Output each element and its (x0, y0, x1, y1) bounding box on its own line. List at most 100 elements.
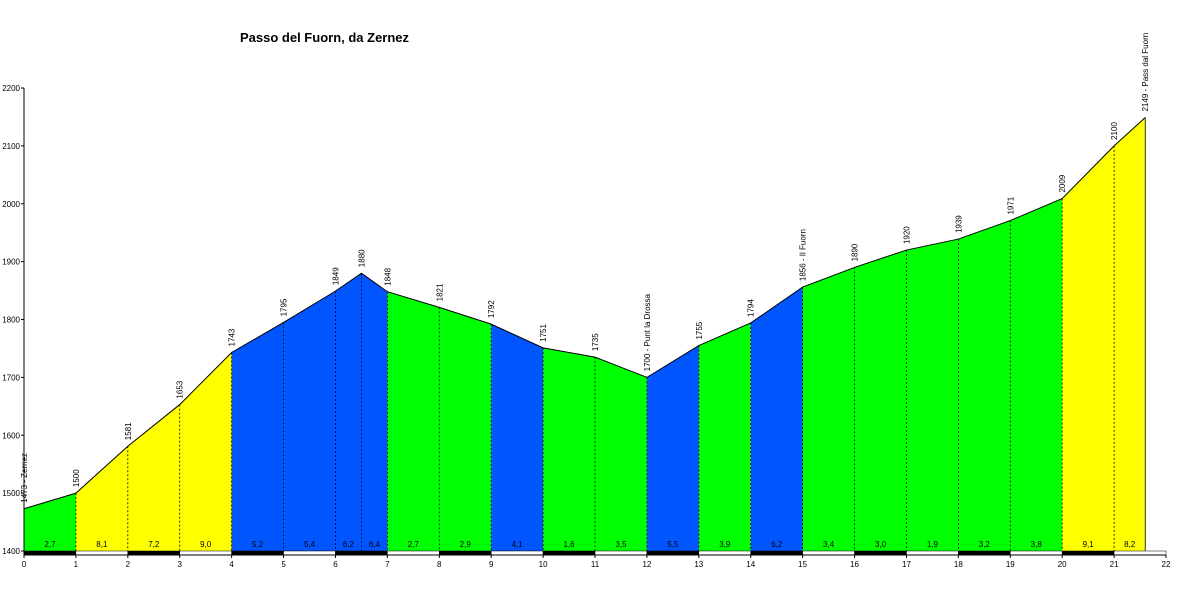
x-tick-label: 6 (333, 560, 338, 569)
gradient-label: 8,1 (96, 540, 108, 549)
segment-area (802, 267, 855, 551)
gradient-label: 5,4 (304, 540, 316, 549)
chart-title: Passo del Fuorn, da Zernez (240, 30, 410, 45)
elevation-label: 1653 (176, 380, 185, 398)
segment-area (1062, 145, 1115, 551)
elevation-label: 2009 (1058, 174, 1067, 192)
x-tick-label: 13 (694, 560, 703, 569)
elevation-label: 1849 (331, 267, 340, 285)
segment-area (179, 352, 232, 551)
km-bar-cell (283, 550, 336, 556)
elevation-label: 2149 - Pass dal Fuorn (1141, 33, 1150, 112)
km-bar-cell (906, 550, 959, 556)
gradient-label: 3,9 (719, 540, 731, 549)
gradient-label: 1,6 (563, 540, 575, 549)
km-scale-bar (23, 550, 1167, 556)
axes (21, 87, 1167, 558)
y-tick-label: 1400 (2, 547, 20, 556)
x-tick-label: 10 (539, 560, 548, 569)
elevation-label: 1473 - Zernez (20, 453, 29, 503)
km-bar-cell (335, 550, 388, 556)
gradient-label: 2,9 (460, 540, 472, 549)
x-tick-label: 3 (178, 560, 183, 569)
km-bar-cell (698, 550, 751, 556)
gradient-label: 9,0 (200, 540, 212, 549)
km-bar-cell (1113, 550, 1167, 556)
segment-area (750, 287, 803, 551)
y-tick-labels: 1400 1500 1600 1700 1800 1900 2000 2100 2200 (2, 84, 20, 556)
gradient-label: 3,2 (979, 540, 991, 549)
y-tick-label: 1900 (2, 258, 20, 267)
elevation-label: 1581 (124, 422, 133, 440)
elevation-labels: 1473 - Zernez 1500 1581 1653 1743 1795 1849 188… (20, 33, 1150, 503)
x-tick-label: 0 (22, 560, 27, 569)
elevation-label: 1735 (591, 333, 600, 351)
segment-area (127, 404, 180, 551)
km-bar-cell (1061, 550, 1115, 556)
segment-area (543, 347, 595, 551)
segment-area (854, 250, 907, 552)
segment-area (387, 291, 440, 551)
km-bar-cell (387, 550, 440, 556)
x-tick-label: 9 (489, 560, 494, 569)
x-tick-label: 5 (281, 560, 286, 569)
segment-area (646, 345, 699, 551)
gradient-labels: 2,7 8,1 7,2 9,0 5,2 5,4 6,2 6,4 2,7 2,9 4,1 1,6 3,5 5… (44, 540, 1135, 549)
x-tick-label: 14 (746, 560, 755, 569)
segment-area (698, 322, 751, 551)
km-bar-cell (127, 550, 180, 556)
x-tick-label: 1 (74, 560, 79, 569)
gradient-label: 9,1 (1083, 540, 1095, 549)
segment-area (958, 220, 1011, 551)
elevation-label: 1794 (747, 299, 756, 317)
elevation-label: 1971 (1006, 196, 1015, 214)
x-tick-label: 8 (437, 560, 442, 569)
gradient-label: 6,2 (771, 540, 783, 549)
x-tick-label: 12 (642, 560, 651, 569)
profile-line (23, 117, 1146, 510)
km-dividers (75, 145, 1115, 551)
km-bar-cell (439, 550, 492, 556)
gradient-label: 3,0 (875, 540, 887, 549)
y-tick-label: 1800 (2, 316, 20, 325)
gradient-label: 4,1 (512, 540, 524, 549)
segment-area (231, 322, 284, 551)
gradient-label: 7,2 (148, 540, 160, 549)
km-bar-cell (854, 550, 907, 556)
x-tick-label: 19 (1006, 560, 1015, 569)
gradient-label: 6,4 (369, 540, 381, 549)
x-tick-label: 17 (902, 560, 911, 569)
segment-area (24, 493, 76, 551)
km-bar-cell (75, 550, 129, 556)
segment-area (283, 291, 336, 551)
y-tick-label: 1700 (2, 373, 20, 382)
km-bar-cell (231, 550, 284, 556)
gradient-label: 5,2 (252, 540, 264, 549)
elevation-label: 1939 (954, 215, 963, 233)
x-tick-label: 4 (229, 560, 234, 569)
segment-area (335, 273, 362, 551)
km-bar-cell (23, 550, 77, 556)
km-bar-cell (490, 550, 544, 556)
km-bar-cell (958, 550, 1011, 556)
segment-area (1010, 198, 1063, 551)
x-tick-labels: 0 1 2 3 4 5 6 7 8 9 10 11 12 13 14 15 16 17 18 19 20 21 22 (22, 560, 1171, 569)
km-bar-cell (1010, 550, 1063, 556)
x-tick-label: 21 (1110, 560, 1119, 569)
x-tick-label: 2 (126, 560, 131, 569)
elevation-label: 1856 - Il Fuorn (799, 229, 808, 281)
y-tick-label: 2100 (2, 142, 20, 151)
elevation-label: 1848 (383, 267, 392, 285)
elevation-label: 1700 - Punt la Drossa (643, 293, 652, 371)
x-tick-label: 22 (1162, 560, 1171, 569)
x-tick-label: 16 (850, 560, 859, 569)
elevation-label: 1743 (228, 328, 237, 346)
gradient-label: 3,4 (823, 540, 835, 549)
x-tick-label: 11 (591, 560, 600, 569)
gradient-label: 8,2 (1124, 540, 1136, 549)
gradient-label: 3,8 (1031, 540, 1043, 549)
gradient-label: 3,5 (615, 540, 627, 549)
elevation-label: 1821 (435, 283, 444, 301)
elevation-label: 1755 (695, 321, 704, 339)
